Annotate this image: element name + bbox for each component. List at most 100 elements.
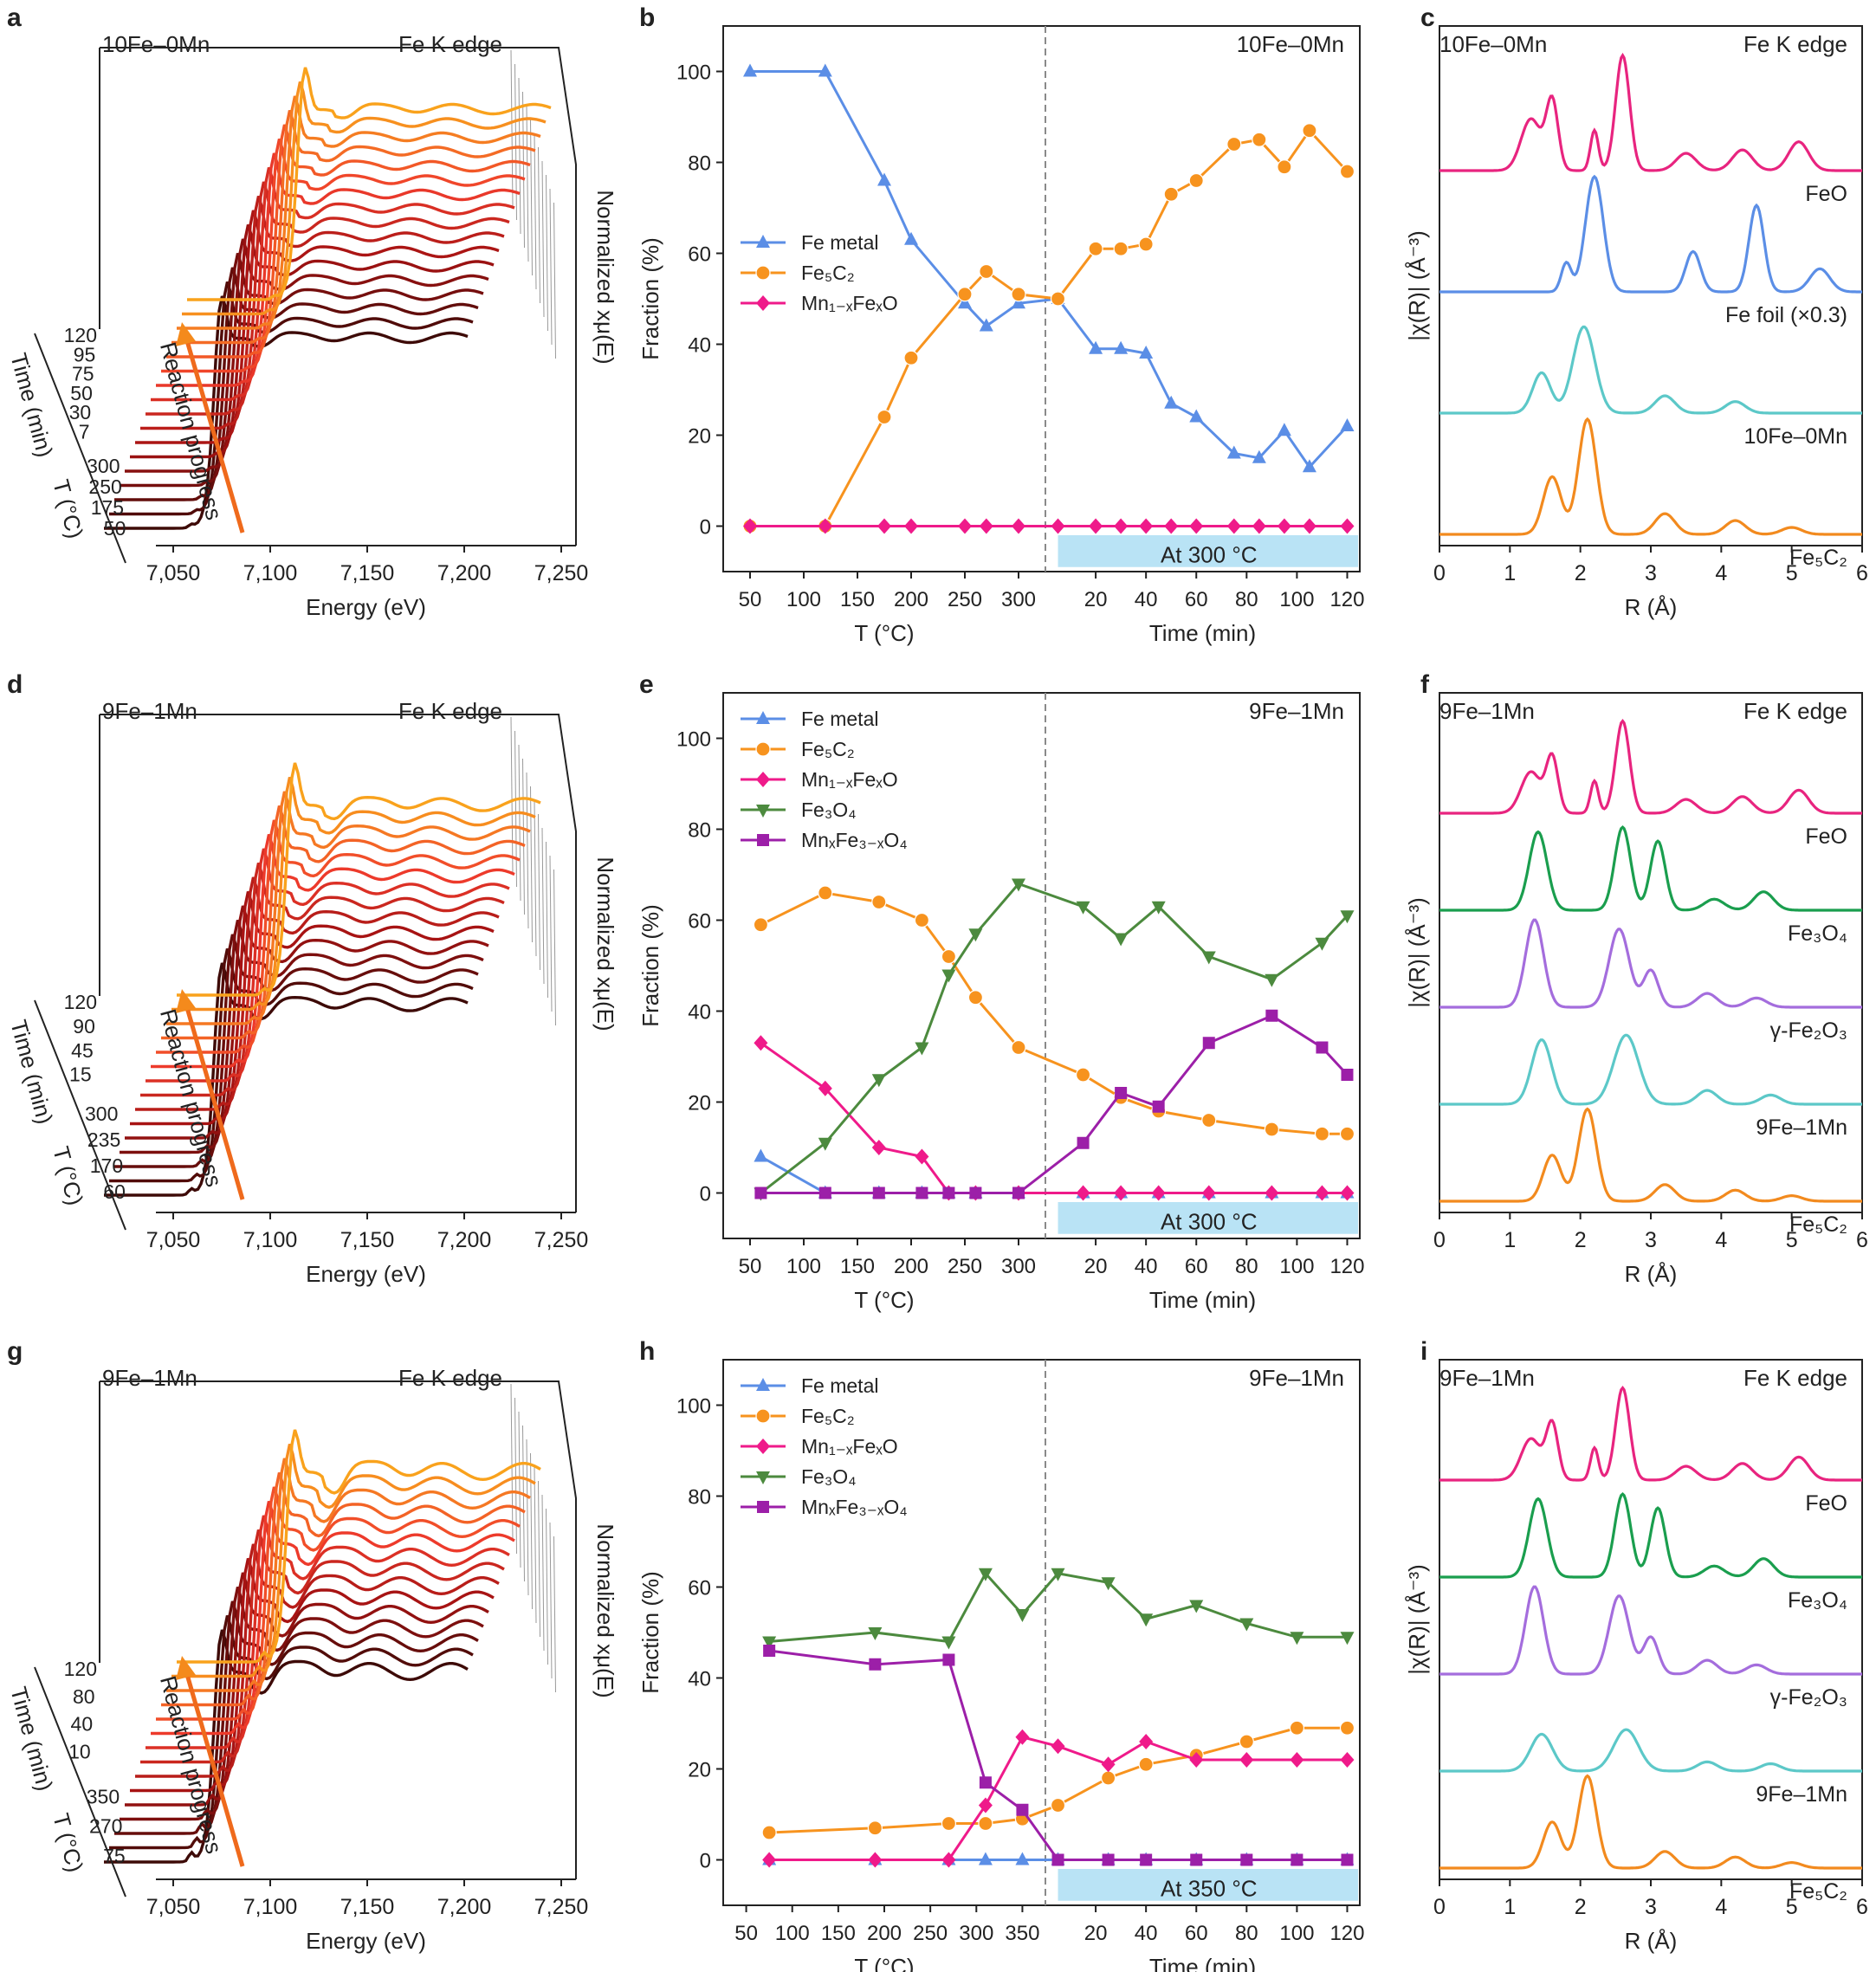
exafs-tick-label: 3 <box>1645 1228 1657 1252</box>
exafs-tick-label: 2 <box>1575 561 1587 585</box>
data-point <box>1164 518 1179 534</box>
x-tick-label: 120 <box>1329 1255 1364 1278</box>
data-point <box>941 1636 956 1650</box>
xanes-spectrum <box>187 67 552 301</box>
exafs-y-label: |χ(R)| (Å⁻³) <box>1404 897 1430 1008</box>
time-tick-label: 95 <box>74 343 96 365</box>
legend-marker <box>755 1408 771 1424</box>
exafs-frame <box>1439 25 1863 546</box>
data-point <box>1012 1186 1025 1199</box>
isothermal-band <box>1058 535 1358 567</box>
legend-marker <box>757 834 769 846</box>
exafs-sample-label: 9Fe–1Mn <box>1439 698 1535 724</box>
exafs-curve-label: γ-Fe₂O₃ <box>1770 1018 1847 1043</box>
xanes-sample-label: 9Fe–1Mn <box>102 1365 197 1391</box>
legend-label: Mn₁₋ₓFeₓO <box>801 768 898 791</box>
xanes-panel-d: 7,050 7,100 7,150 7,200 7,250 Energy (eV) 9Fe–… <box>5 670 618 1287</box>
x-tick-label: 300 <box>1001 588 1036 611</box>
data-point <box>1012 518 1025 534</box>
legend-marker <box>757 1501 769 1513</box>
data-point <box>753 917 769 933</box>
band-label: At 300 °C <box>1161 1209 1258 1235</box>
xanes-spectrum <box>109 281 474 516</box>
x-tick-label: 80 <box>1235 1255 1258 1278</box>
xanes-frame <box>99 1380 577 1879</box>
xanes-grid-line <box>522 1425 525 1582</box>
x-tick-label: 120 <box>1329 588 1364 611</box>
x-tick-label: 150 <box>840 1255 875 1278</box>
exafs-curve <box>1439 1585 1862 1676</box>
series-line <box>760 882 1349 1194</box>
xanes-spectrum <box>182 81 547 316</box>
y-tick-label: 60 <box>688 910 711 934</box>
data-point <box>1239 1752 1254 1768</box>
y-axis-label: Fraction (%) <box>637 1571 663 1694</box>
x-tick-label: 50 <box>739 588 762 611</box>
legend-label: Fe₃O₄ <box>801 1465 857 1488</box>
data-point <box>1239 1734 1254 1749</box>
data-point <box>941 948 957 965</box>
xanes-grid-line <box>514 730 517 888</box>
data-point <box>915 1042 929 1056</box>
x-axis-label-time: Time (min) <box>1149 620 1256 646</box>
data-point <box>1265 973 1279 987</box>
data-point <box>1339 1720 1355 1736</box>
data-point <box>1315 1185 1329 1201</box>
xanes-spectrum <box>140 1529 505 1764</box>
data-point <box>1240 1853 1253 1866</box>
y-tick-label: 0 <box>700 1850 711 1873</box>
panel-label: g <box>7 1337 23 1366</box>
reaction-arrow-head <box>176 1656 196 1680</box>
xanes-tick-label: 7,200 <box>437 561 492 585</box>
x-tick-label: 150 <box>821 1922 856 1945</box>
data-point <box>818 1080 832 1096</box>
xanes-spectrum <box>166 791 531 1025</box>
x-tick-label: 20 <box>1084 1922 1108 1945</box>
exafs-tick-label: 5 <box>1786 1228 1798 1252</box>
data-point <box>1202 1037 1215 1050</box>
data-point <box>1139 1613 1154 1627</box>
data-point <box>1051 1738 1065 1755</box>
exafs-curve-label: FeO <box>1805 182 1847 206</box>
exafs-curve-label: Fe₃O₄ <box>1788 1588 1847 1613</box>
data-point <box>1189 1600 1204 1613</box>
xanes-y-label: Normalized xμ(E) <box>592 857 618 1031</box>
series-line <box>760 1014 1349 1194</box>
series-line <box>750 128 1349 527</box>
data-point <box>754 1148 768 1162</box>
exafs-curve-label: Fe₅C₂ <box>1789 1212 1847 1237</box>
xanes-spectrum <box>104 295 469 530</box>
xanes-spectrum <box>130 891 495 1126</box>
data-point <box>1291 1853 1303 1866</box>
exafs-curve-label: Fe foil (×0.3) <box>1725 303 1847 327</box>
xanes-grid-line <box>553 202 556 359</box>
xanes-grid-line <box>538 1480 540 1638</box>
data-point <box>1277 159 1292 175</box>
reaction-arrow-head <box>176 322 196 346</box>
xanes-grid-line <box>510 716 514 874</box>
data-point <box>1201 1185 1216 1201</box>
xanes-spectrum <box>120 253 484 488</box>
data-point <box>1115 1087 1128 1099</box>
data-point <box>1012 878 1025 892</box>
data-point <box>1315 937 1329 951</box>
data-point <box>978 1815 993 1832</box>
xanes-sample-label: 9Fe–1Mn <box>102 698 197 724</box>
data-point <box>1340 1185 1355 1201</box>
data-point <box>1076 1185 1090 1201</box>
exafs-tick-label: 0 <box>1433 561 1446 585</box>
temp-axis-label: T (°C) <box>48 1810 88 1875</box>
xanes-grid-line <box>553 869 556 1026</box>
x-tick-label: 100 <box>1279 1922 1314 1945</box>
time-axis-line <box>34 999 126 1231</box>
x-tick-label: 40 <box>1135 1255 1158 1278</box>
data-point <box>818 63 832 77</box>
data-point <box>1102 1853 1115 1866</box>
series-line <box>760 1155 1348 1194</box>
exafs-tick-label: 1 <box>1504 561 1516 585</box>
xanes-tick-label: 7,150 <box>340 1895 395 1919</box>
data-point <box>1151 1185 1166 1201</box>
data-point <box>958 518 972 534</box>
time-tick-label: 120 <box>64 991 97 1013</box>
